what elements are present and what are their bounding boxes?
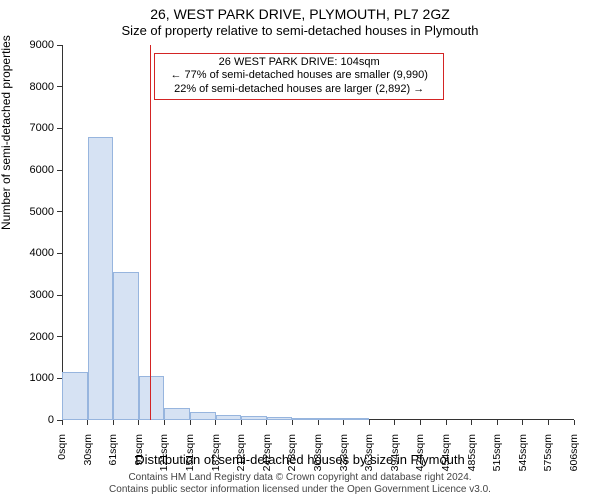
y-tick-mark [57, 253, 62, 254]
histogram-bar [164, 408, 190, 421]
y-tick-mark [57, 211, 62, 212]
x-tick-mark [215, 420, 216, 425]
x-tick-mark [292, 420, 293, 425]
x-tick-mark [62, 420, 63, 425]
y-tick-mark [57, 170, 62, 171]
y-tick-label: 7000 [30, 122, 54, 134]
y-tick-label: 5000 [30, 206, 54, 218]
footnote-line-2: Contains public sector information licen… [0, 484, 600, 496]
y-tick-mark [57, 336, 62, 337]
y-tick-mark [57, 128, 62, 129]
annotation-box: 26 WEST PARK DRIVE: 104sqm← 77% of semi-… [154, 53, 444, 100]
histogram-bar [190, 412, 216, 420]
histogram-bar [62, 372, 88, 420]
page-title: 26, WEST PARK DRIVE, PLYMOUTH, PL7 2GZ [0, 0, 600, 23]
annotation-line: ← 77% of semi-detached houses are smalle… [161, 69, 437, 83]
footnote: Contains HM Land Registry data © Crown c… [0, 472, 600, 495]
plot-area: 01000200030004000500060007000800090000sq… [62, 45, 574, 420]
y-axis [62, 45, 63, 420]
y-tick-label: 2000 [30, 331, 54, 343]
x-tick-mark [190, 420, 191, 425]
x-tick-mark [138, 420, 139, 425]
x-tick-mark [164, 420, 165, 425]
footnote-line-1: Contains HM Land Registry data © Crown c… [0, 472, 600, 484]
y-tick-label: 4000 [30, 247, 54, 259]
x-tick-mark [574, 420, 575, 425]
y-tick-label: 1000 [30, 372, 54, 384]
histogram-bar [139, 376, 165, 420]
x-tick-mark [420, 420, 421, 425]
y-tick-label: 6000 [30, 164, 54, 176]
histogram-bar [344, 418, 370, 420]
y-tick-mark [57, 45, 62, 46]
x-tick-mark [471, 420, 472, 425]
x-tick-mark [446, 420, 447, 425]
histogram-bar [318, 418, 344, 420]
histogram-bar [241, 416, 267, 420]
annotation-line: 26 WEST PARK DRIVE: 104sqm [161, 56, 437, 70]
x-tick-mark [522, 420, 523, 425]
x-tick-mark [548, 420, 549, 425]
x-axis-label: Distribution of semi-detached houses by … [0, 452, 600, 467]
page-subtitle: Size of property relative to semi-detach… [0, 23, 600, 39]
x-tick-mark [87, 420, 88, 425]
histogram-bar [88, 137, 114, 420]
x-tick-mark [497, 420, 498, 425]
x-tick-mark [369, 420, 370, 425]
x-tick-mark [113, 420, 114, 425]
y-tick-mark [57, 86, 62, 87]
histogram-bar [113, 272, 139, 420]
x-tick-mark [241, 420, 242, 425]
x-tick-mark [394, 420, 395, 425]
histogram-bar [292, 418, 318, 420]
x-tick-mark [318, 420, 319, 425]
y-axis-label: Number of semi-detached properties [0, 35, 13, 230]
y-tick-label: 9000 [30, 39, 54, 51]
y-tick-label: 0 [48, 414, 54, 426]
x-tick-mark [343, 420, 344, 425]
histogram-bar [267, 417, 293, 420]
x-tick-mark [266, 420, 267, 425]
property-marker-line [150, 45, 151, 420]
y-tick-mark [57, 295, 62, 296]
y-tick-label: 8000 [30, 81, 54, 93]
annotation-line: 22% of semi-detached houses are larger (… [161, 83, 437, 97]
chart-area: 01000200030004000500060007000800090000sq… [62, 45, 574, 420]
histogram-bar [216, 415, 242, 420]
y-tick-label: 3000 [30, 289, 54, 301]
